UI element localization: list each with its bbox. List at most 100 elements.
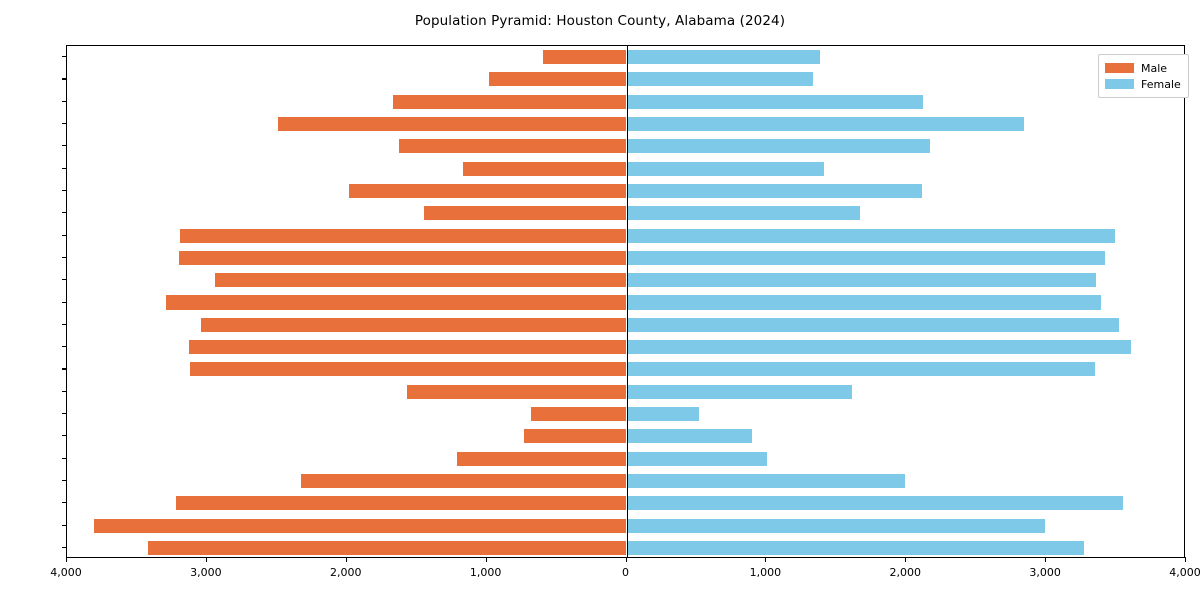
y-tick-mark (62, 546, 67, 548)
y-tick-mark (62, 502, 67, 504)
bar-row (67, 117, 1184, 132)
x-tick-mark (345, 557, 347, 562)
x-tick-mark (1185, 557, 1187, 562)
y-tick-mark (62, 123, 67, 125)
y-tick-mark (62, 368, 67, 370)
bar-row (67, 317, 1184, 332)
y-tick-mark (62, 479, 67, 482)
legend-label: Male (1141, 61, 1168, 75)
bar-female-60-61 (626, 206, 861, 221)
bar-row (67, 406, 1184, 422)
bar-row (67, 228, 1184, 243)
bar-male-45-49 (215, 273, 627, 288)
bar-female-25-29 (626, 362, 1096, 377)
bar-female-18-19 (626, 451, 767, 466)
bar-male-50-54 (178, 250, 627, 265)
bar-row (67, 72, 1184, 87)
bar-female-20 (626, 429, 753, 444)
x-axis-label: 3,000 (1029, 566, 1061, 579)
bar-female-80-84 (626, 72, 813, 87)
bar-male-21 (530, 406, 627, 422)
y-tick-mark (62, 100, 67, 102)
plot-inner (67, 46, 1184, 557)
bar-row (67, 273, 1184, 288)
bar-row (67, 183, 1184, 198)
bar-female-50-54 (626, 250, 1105, 265)
bar-row (67, 496, 1184, 511)
bar-male-67-69 (398, 139, 627, 154)
bar-male-60-61 (424, 206, 627, 221)
zero-axis-line (626, 46, 628, 557)
bar-female-67-69 (626, 139, 931, 154)
x-tick-mark (66, 557, 68, 562)
y-tick-mark (62, 189, 67, 192)
bar-male-35-39 (201, 317, 627, 332)
y-tick-mark (62, 167, 67, 169)
bar-row (67, 161, 1184, 176)
y-tick-mark (62, 279, 67, 281)
bar-row (67, 295, 1184, 310)
x-tick-mark (905, 557, 907, 562)
x-axis-label: 4,000 (50, 566, 82, 579)
x-tick-mark (1045, 557, 1047, 562)
x-axis-label: 3,000 (190, 566, 222, 579)
bar-female-45-49 (626, 273, 1097, 288)
bar-female-22-24 (626, 384, 852, 399)
x-tick-mark (205, 557, 207, 562)
y-tick-mark (62, 457, 67, 459)
bar-female-62-64 (626, 183, 922, 198)
y-tick-mark (62, 390, 67, 392)
bar-female-75-79 (626, 94, 924, 109)
y-tick-mark (62, 301, 67, 303)
x-axis-label: 1,000 (469, 566, 502, 579)
bar-female-30-34 (626, 340, 1132, 355)
bar-female-5-9 (626, 518, 1045, 533)
chart-legend: Male Female (1098, 54, 1189, 98)
x-tick-mark (485, 557, 487, 562)
x-axis-label: 2,000 (330, 566, 362, 579)
bar-male-70-74 (278, 117, 627, 132)
y-tick-mark (62, 56, 67, 58)
x-tick-mark (625, 557, 627, 562)
bar-row (67, 206, 1184, 221)
bar-row (67, 473, 1184, 488)
chart-title: Population Pyramid: Houston County, Alab… (414, 13, 786, 29)
legend-swatch-female (1105, 79, 1134, 89)
bar-male-10-14 (176, 496, 627, 511)
plot-area (66, 45, 1185, 558)
bar-row (67, 540, 1184, 555)
bar-row (67, 451, 1184, 466)
y-tick-mark (62, 323, 67, 325)
bar-row (67, 362, 1184, 377)
bar-row (67, 94, 1184, 109)
x-axis-label: 1,000 (749, 566, 782, 579)
y-tick-mark (62, 413, 67, 415)
bar-male-25-29 (190, 362, 627, 377)
bar-female-40-44 (626, 295, 1101, 310)
bar-male-18-19 (457, 451, 627, 466)
bar-female-55-59 (626, 228, 1115, 243)
bar-female-65-66 (626, 161, 824, 176)
bar-male-20 (524, 429, 627, 444)
legend-label: Female (1141, 77, 1181, 91)
x-axis-label: 2,000 (889, 566, 922, 579)
legend-entry[interactable]: Male (1105, 60, 1181, 76)
bar-row (67, 250, 1184, 265)
bar-male-80-84 (489, 72, 627, 87)
bar-female-10-14 (626, 496, 1124, 511)
legend-entry[interactable]: Female (1105, 76, 1181, 92)
y-tick-mark (62, 212, 67, 214)
x-axis-label: 0 (622, 566, 629, 579)
bar-male-85- (542, 50, 627, 65)
y-tick-mark (62, 435, 67, 437)
bar-female-35-39 (626, 317, 1119, 332)
bar-male-40-44 (166, 295, 627, 310)
legend-swatch-male (1105, 63, 1134, 73)
y-tick-mark (62, 346, 67, 348)
bar-row (67, 429, 1184, 444)
bar-male-22-24 (406, 384, 627, 399)
bar-male-under-5 (148, 540, 627, 555)
bar-male-75-79 (392, 94, 627, 109)
bar-row (67, 50, 1184, 65)
